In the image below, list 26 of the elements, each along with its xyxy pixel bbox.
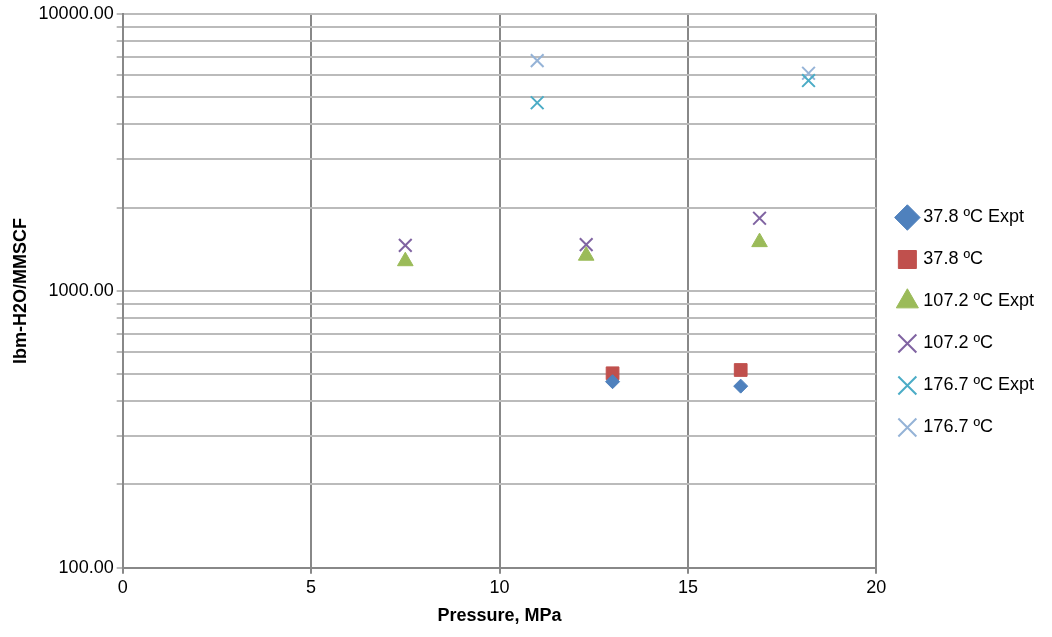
x-tick-label: 15 — [677, 576, 698, 597]
y-tick-label: 100.00 — [58, 556, 114, 577]
point — [801, 65, 816, 81]
point — [752, 210, 767, 226]
legend-label: 107.2 ºC — [923, 332, 993, 353]
legend-label: 37.8 ºC — [923, 248, 983, 269]
point — [733, 378, 749, 394]
point — [529, 53, 545, 68]
point — [578, 237, 594, 252]
point — [801, 73, 816, 88]
legend-label: 176.7 ºC Expt — [923, 374, 1034, 395]
point — [397, 238, 413, 253]
x-tick-label: 0 — [117, 576, 128, 597]
y-tick-label: 1000.00 — [48, 279, 114, 300]
legend-label: 37.8 ºC Expt — [923, 206, 1024, 227]
x-tick-label: 10 — [489, 576, 510, 597]
point — [733, 363, 748, 377]
x-axis-title: Pressure, MPa — [437, 605, 563, 626]
legend-label: 176.7 ºC — [923, 416, 993, 437]
y-tick-label: 10000.00 — [38, 2, 114, 23]
x-tick-label: 5 — [306, 576, 317, 597]
point — [529, 95, 545, 111]
x-tick-label: 20 — [866, 576, 887, 597]
point — [605, 374, 621, 390]
legend-label: 107.2 ºC Expt — [923, 290, 1034, 311]
y-axis-title: lbm-H2O/MMSCF — [9, 217, 30, 364]
